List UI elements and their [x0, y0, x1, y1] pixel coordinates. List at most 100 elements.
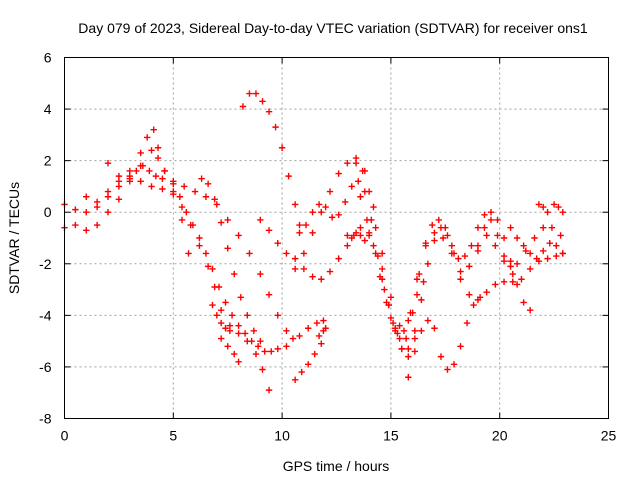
- data-point: [104, 209, 112, 216]
- data-point: [461, 252, 469, 260]
- data-point: [209, 265, 216, 273]
- data-point: [152, 172, 160, 180]
- data-point: [326, 188, 334, 195]
- data-point: [450, 250, 458, 257]
- data-point: [468, 242, 475, 249]
- data-point: [422, 239, 429, 247]
- data-point: [411, 348, 419, 355]
- data-point: [274, 345, 281, 353]
- data-point: [104, 160, 112, 167]
- data-point: [442, 224, 449, 231]
- data-point: [466, 291, 473, 298]
- data-point: [246, 250, 253, 257]
- data-point: [492, 242, 499, 249]
- data-point: [159, 185, 166, 193]
- data-point: [198, 175, 205, 182]
- data-point: [439, 234, 447, 242]
- data-point: [455, 255, 462, 262]
- data-point: [526, 307, 534, 314]
- data-point: [411, 335, 419, 342]
- data-point: [387, 294, 395, 301]
- data-point: [231, 350, 238, 358]
- data-point: [257, 270, 264, 278]
- data-point: [226, 327, 234, 335]
- data-point: [137, 149, 144, 157]
- data-point: [274, 239, 281, 247]
- data-point: [370, 242, 377, 249]
- data-point: [224, 245, 231, 252]
- chart-title: Day 079 of 2023, Sidereal Day-to-day VTE…: [78, 20, 588, 36]
- data-point: [296, 332, 303, 340]
- data-point: [431, 325, 438, 332]
- data-point: [418, 296, 425, 304]
- data-point: [126, 167, 133, 175]
- data-point: [392, 327, 399, 335]
- y-tick-label: -6: [39, 359, 52, 375]
- data-point: [133, 167, 140, 175]
- data-point: [535, 201, 543, 208]
- data-point: [411, 327, 419, 335]
- data-point: [335, 170, 342, 177]
- data-point: [481, 211, 488, 218]
- data-point: [415, 270, 423, 278]
- y-axis-label: SDTVAR / TECUs: [6, 182, 22, 294]
- data-point: [183, 209, 190, 216]
- data-point: [520, 299, 527, 306]
- data-point: [365, 188, 373, 195]
- data-point: [204, 180, 212, 188]
- data-point: [187, 221, 194, 229]
- data-point: [348, 183, 355, 190]
- data-point: [322, 325, 329, 332]
- data-point: [170, 190, 177, 198]
- x-axis-label: GPS time / hours: [283, 458, 390, 474]
- data-point: [420, 278, 427, 286]
- data-point: [435, 216, 442, 224]
- data-point: [213, 201, 221, 208]
- data-point: [204, 263, 212, 270]
- data-point: [318, 276, 325, 283]
- data-point: [548, 224, 556, 231]
- data-point: [254, 343, 262, 350]
- data-point: [389, 319, 397, 327]
- data-point: [396, 335, 403, 342]
- data-point: [217, 319, 225, 327]
- data-point: [283, 250, 290, 257]
- data-point: [83, 227, 90, 234]
- data-point: [398, 345, 405, 353]
- data-point: [235, 232, 242, 239]
- series-20: [535, 201, 551, 216]
- data-point: [540, 224, 547, 231]
- data-point: [104, 188, 112, 195]
- data-point: [500, 252, 508, 260]
- data-point: [309, 229, 316, 237]
- series-4: [104, 126, 192, 257]
- data-point: [154, 154, 162, 162]
- data-point: [235, 322, 242, 329]
- data-point: [93, 198, 101, 206]
- data-point: [244, 312, 251, 319]
- data-point: [405, 374, 412, 381]
- data-point: [265, 386, 273, 394]
- data-point: [83, 209, 90, 216]
- data-point: [191, 188, 199, 195]
- data-point: [474, 224, 482, 231]
- data-point: [137, 162, 144, 169]
- data-point: [500, 278, 508, 286]
- data-point: [544, 209, 551, 216]
- data-point: [309, 209, 316, 216]
- data-point: [305, 361, 312, 368]
- data-point: [239, 103, 247, 110]
- data-point: [150, 126, 157, 133]
- data-point: [315, 201, 323, 208]
- series-19: [507, 224, 567, 262]
- plot-frame: [64, 57, 609, 419]
- data-point: [402, 335, 410, 342]
- data-point: [405, 353, 412, 360]
- data-point: [209, 301, 216, 309]
- data-point: [224, 216, 231, 224]
- data-point: [457, 343, 464, 350]
- series-3: [83, 175, 273, 394]
- data-point: [72, 221, 79, 229]
- data-point: [429, 221, 436, 229]
